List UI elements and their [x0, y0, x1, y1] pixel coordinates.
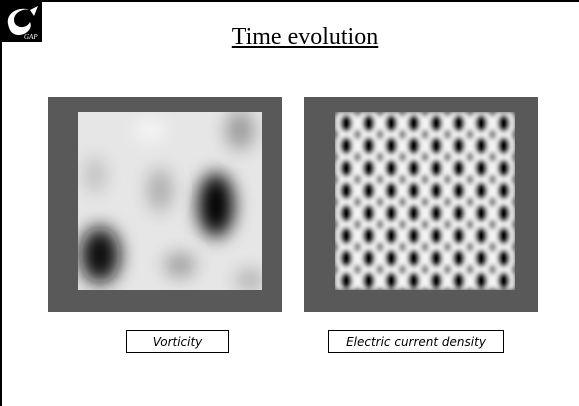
slide: GAP [0, 0, 579, 406]
current-density-image [304, 97, 538, 312]
caption: Vorticity [126, 330, 229, 353]
logo-text: GAP [24, 33, 38, 41]
logo: GAP [0, 0, 42, 42]
vorticity-image [48, 97, 282, 312]
caption: Electric current density [328, 330, 504, 353]
slide-title: Time evolution [180, 24, 430, 51]
